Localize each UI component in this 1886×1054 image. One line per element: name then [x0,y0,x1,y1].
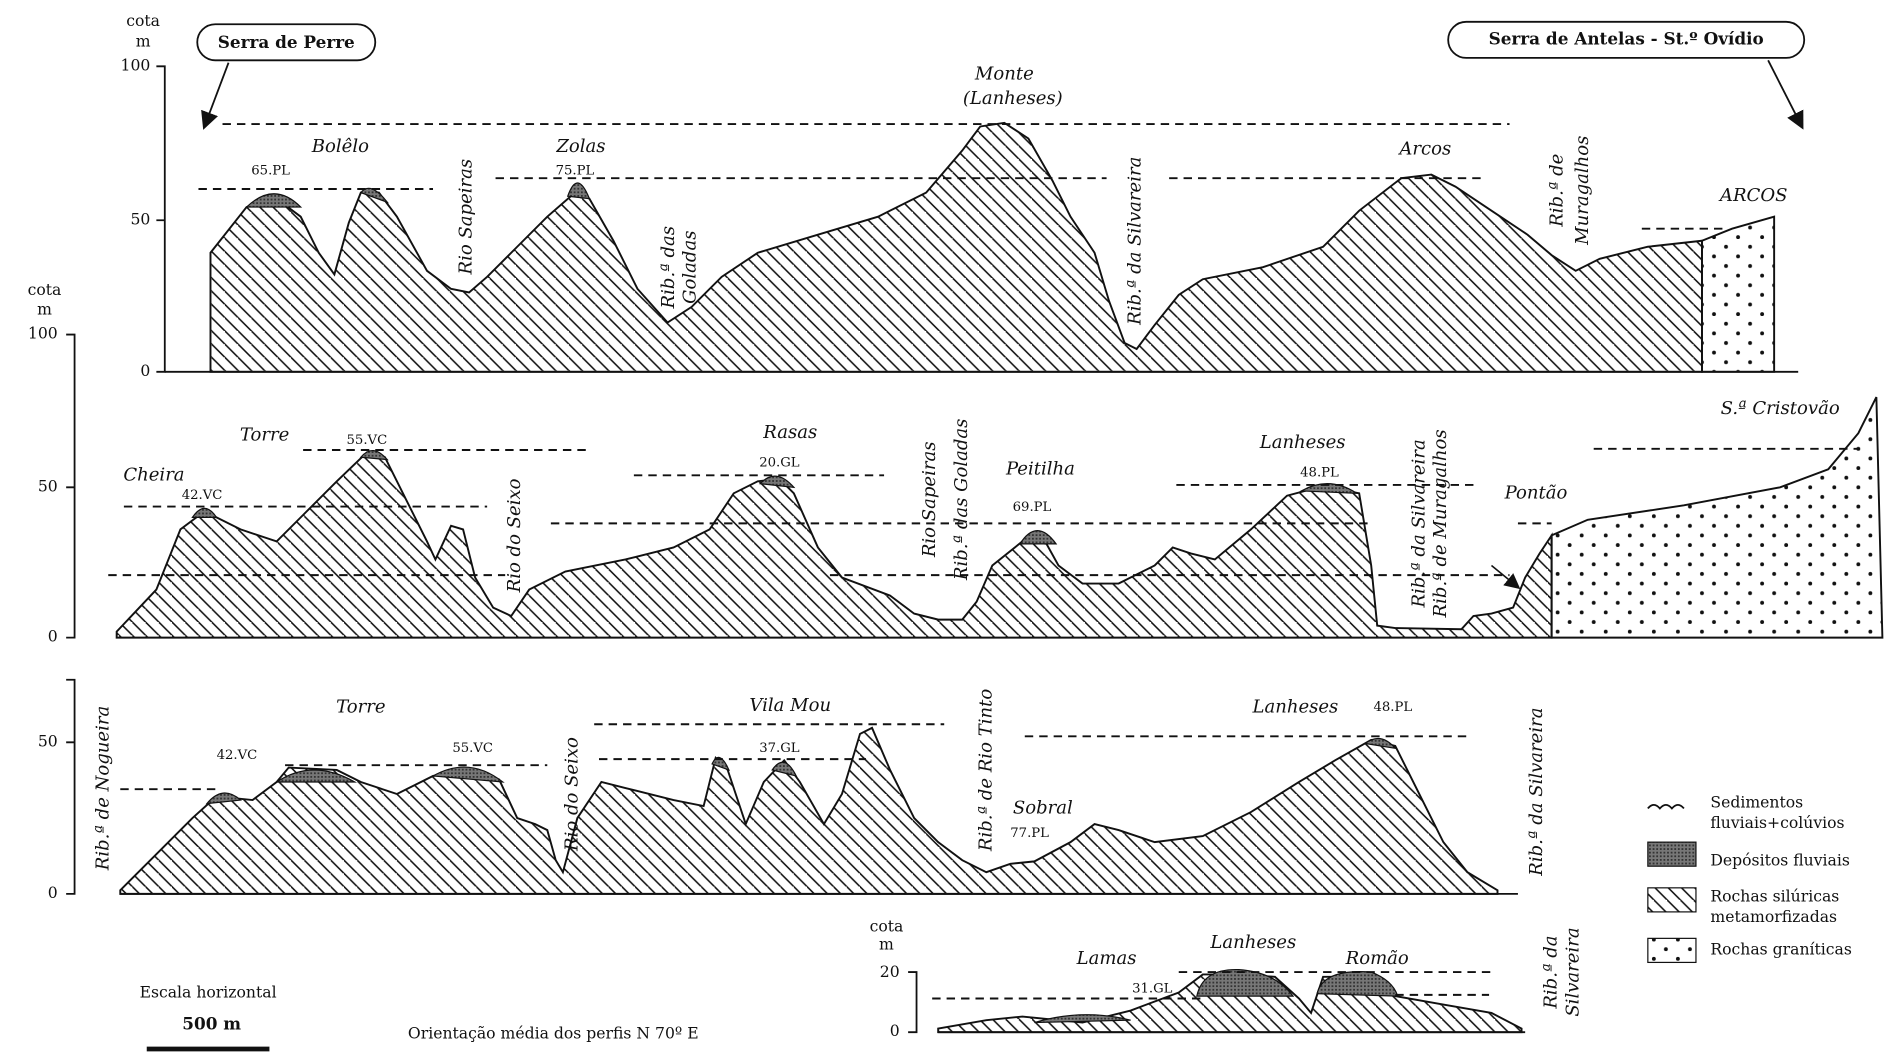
place-label: Vila Mou [749,695,831,716]
place-label: Torre [240,425,289,446]
place-label: Romão [1345,948,1409,969]
place-label: Silvareira [1562,927,1583,1016]
place-label: Cheira [123,464,184,485]
legend-label: Sedimentos [1710,793,1803,812]
profile [120,728,1497,894]
granite [1552,397,1883,638]
place-label: 55.VC [347,433,388,448]
place-label: 48.PL [1373,700,1412,715]
arrow [204,63,228,127]
tick-label: 0 [890,1021,900,1040]
legend-symbols [1648,805,1696,963]
legend-label: metamorfizadas [1710,907,1837,926]
place-label: 31.GL [1132,981,1173,996]
tick-label: 50 [130,209,150,228]
scale-length: 500 m [182,1013,241,1033]
tick-label: 0 [48,883,58,902]
place-label: Rib.ª de [1547,154,1568,228]
place-label: Pontão [1504,482,1568,503]
place-label: Rib.ª da Silvareira [1408,439,1429,608]
axis-unit: cota [28,280,62,299]
place-label: Rib.ª das [658,226,679,309]
place-label: Lanheses [1209,932,1296,953]
place-label: 69.PL [1013,500,1052,515]
scale-title: Escala horizontal [140,983,277,1002]
place-label: (Lanheses) [963,88,1063,109]
legend-label: Depósitos fluviais [1710,850,1850,869]
place-label: Rib.ª da Silvareira [1124,157,1145,326]
place-label: 75.PL [556,163,595,178]
tick-label: 50 [38,731,58,750]
tick-label: 100 [28,324,58,343]
tick-label: 100 [121,55,151,74]
place-label: Rib.ª das Goladas [951,419,972,582]
place-label: 77.PL [1010,826,1049,841]
place-label: Rasas [762,422,817,443]
legend-label: fluviais+colúvios [1710,813,1844,832]
arrow [1768,60,1802,126]
axis-unit: cota [870,917,904,936]
place-label: S.ª Cristovão [1721,398,1840,419]
place-label: Rio do Seixo [504,478,525,593]
tick-label: 0 [140,361,150,380]
place-label: Arcos [1397,138,1451,159]
place-label: Goladas [679,231,700,304]
place-label: Rib.ª de Muragalhos [1430,429,1451,618]
place-label: 37.GL [759,741,800,756]
orientation-note: Orientação média dos perfis N 70º E [408,1024,699,1043]
place-label: Lanheses [1259,432,1346,453]
place-label: Rib.ª de Nogueira [92,706,113,871]
axis-unit: m [879,935,894,954]
granite [1702,217,1774,372]
place-label: Lanheses [1252,696,1339,717]
place-label: 42.VC [217,748,258,763]
axis-unit: m [136,31,151,50]
legend-label: Rochas graníticas [1710,939,1852,958]
place-label: 65.PL [251,163,290,178]
place-label: 48.PL [1300,465,1339,480]
place-label: Rib.ª da Silvareira [1526,708,1547,877]
place-label: Rib.ª de Rio Tinto [975,689,996,852]
deposit [247,183,590,207]
place-label: 42.VC [182,488,223,503]
place-label: Monte [974,64,1034,85]
place-label: Zolas [555,136,605,157]
place-label: 55.VC [452,741,493,756]
place-label: Rio Sapeiras [456,159,477,276]
place-label: Rib.ª da [1541,935,1562,1009]
place-label: Muragalhos [1572,136,1593,246]
tick-label: 50 [38,476,58,495]
place-label: Sobral [1013,797,1073,818]
place-label: ARCOS [1718,185,1788,206]
place-label: Rio Sapeiras [919,442,940,559]
place-label: Torre [336,696,385,717]
place-label: Rio do Seixo [562,737,583,852]
axis-unit: cota [126,11,160,30]
legend-label: Rochas silúricas [1710,886,1839,905]
axis-unit: m [37,299,52,318]
profile [210,123,1701,372]
tick-label: 0 [48,627,58,646]
header-label: Serra de Antelas - St.º Ovídio [1489,28,1764,48]
geologic-profiles: Serra de Perre Serra de Antelas - St.º Ov… [0,0,1886,1054]
arrow [1491,565,1517,587]
header-label: Serra de Perre [218,32,355,52]
place-label: Peitilha [1005,458,1075,479]
place-label: Bolêlo [311,136,369,157]
place-label: 20.GL [759,456,800,471]
place-label: Lamas [1076,948,1137,969]
tick-label: 20 [880,962,900,981]
